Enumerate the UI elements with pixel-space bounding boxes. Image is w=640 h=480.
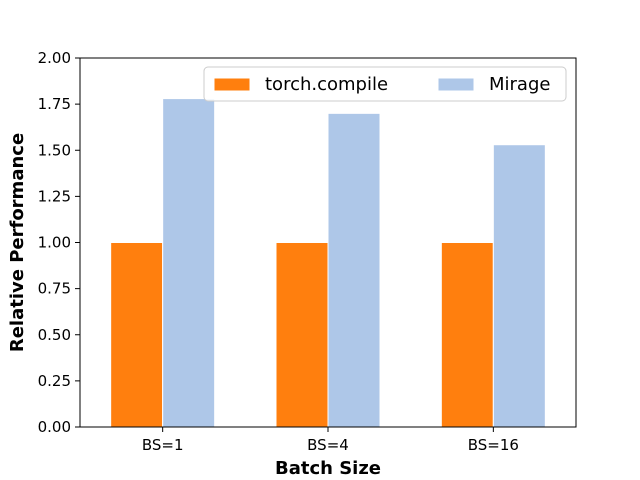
y-axis-label: Relative Performance: [7, 133, 28, 352]
legend-swatch-torch-compile: [213, 77, 251, 92]
x-axis-ticks: BS=1 BS=4 BS=16: [142, 427, 519, 454]
bar-torch-compile-0: [110, 242, 164, 428]
plot-frame: [79, 57, 577, 428]
y-tick-label: 1.75: [38, 95, 71, 113]
y-tick-label: 1.00: [38, 234, 71, 252]
y-tick-label: 1.50: [38, 141, 71, 159]
y-tick-label: 0.25: [38, 372, 71, 390]
legend-swatch-mirage: [437, 77, 475, 92]
bar-torch-compile-2: [440, 242, 494, 428]
y-tick-label: 2.00: [38, 49, 71, 67]
bars-group: [110, 98, 546, 428]
y-tick-label: 0.00: [38, 418, 71, 436]
x-tick-label: BS=16: [468, 436, 519, 454]
y-axis-ticks: 0.00 0.25 0.50 0.75 1.00 1.25 1.50 1.75 2.00: [38, 49, 80, 436]
legend-box: [203, 66, 567, 102]
x-tick-label: BS=1: [142, 436, 184, 454]
bar-torch-compile-1: [275, 242, 329, 428]
y-tick-label: 0.75: [38, 280, 71, 298]
legend-label-mirage: Mirage: [489, 74, 550, 95]
legend: torch.compile Mirage: [203, 66, 567, 102]
bar-mirage-2: [492, 144, 546, 428]
bar-mirage-1: [327, 112, 381, 428]
bar-mirage-0: [162, 98, 216, 428]
x-tick-label: BS=4: [307, 436, 349, 454]
y-tick-label: 0.50: [38, 326, 71, 344]
legend-label-torch-compile: torch.compile: [265, 74, 388, 95]
y-tick-label: 1.25: [38, 187, 71, 205]
x-axis-label: Batch Size: [275, 458, 381, 479]
